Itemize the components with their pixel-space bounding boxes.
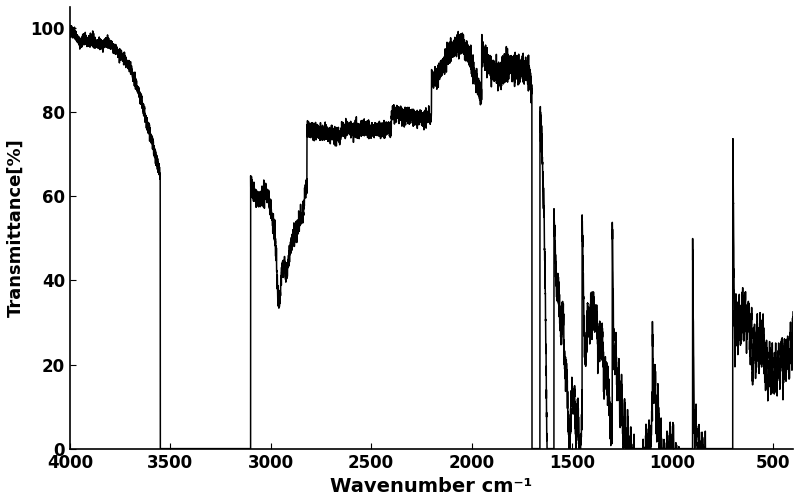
Y-axis label: Transmittance[%]: Transmittance[%]	[7, 138, 25, 317]
X-axis label: Wavenumber cm⁻¹: Wavenumber cm⁻¹	[330, 477, 533, 496]
